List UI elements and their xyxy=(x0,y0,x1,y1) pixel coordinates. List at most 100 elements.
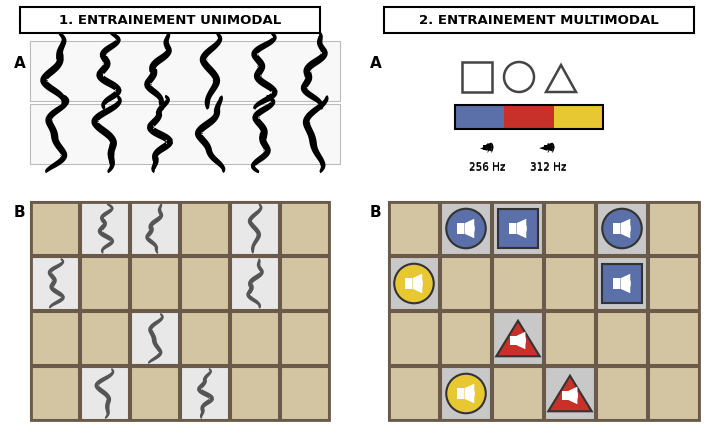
Bar xyxy=(649,258,699,310)
Text: 256 Hz: 256 Hz xyxy=(469,162,506,172)
Bar xyxy=(389,202,699,420)
Bar xyxy=(389,312,439,365)
Polygon shape xyxy=(620,219,630,239)
Text: 256 Hz: 256 Hz xyxy=(469,162,506,173)
Text: B: B xyxy=(370,205,382,219)
Text: 312 Hz: 312 Hz xyxy=(530,162,566,172)
Bar xyxy=(181,367,229,420)
Bar xyxy=(389,258,439,310)
Polygon shape xyxy=(246,258,264,309)
Polygon shape xyxy=(546,66,576,93)
Polygon shape xyxy=(200,33,222,110)
Polygon shape xyxy=(248,204,263,254)
Bar xyxy=(81,258,129,310)
Bar xyxy=(441,367,491,420)
Bar xyxy=(30,42,340,102)
Bar xyxy=(31,367,79,420)
Bar xyxy=(81,312,129,365)
Bar xyxy=(131,367,179,420)
Bar xyxy=(562,391,569,400)
Bar xyxy=(649,312,699,365)
Bar xyxy=(30,105,340,165)
Bar xyxy=(231,367,279,420)
Bar xyxy=(545,258,595,310)
Polygon shape xyxy=(91,95,122,174)
Polygon shape xyxy=(547,143,552,152)
Bar xyxy=(649,367,699,420)
Bar xyxy=(31,202,329,420)
Bar xyxy=(281,202,329,255)
Bar xyxy=(545,312,595,365)
Bar xyxy=(457,389,464,399)
Circle shape xyxy=(394,264,434,304)
Polygon shape xyxy=(45,95,69,174)
Bar xyxy=(231,312,279,365)
Polygon shape xyxy=(148,313,164,364)
Bar xyxy=(281,312,329,365)
Bar xyxy=(482,145,486,150)
Bar xyxy=(131,258,179,310)
Text: A: A xyxy=(14,56,25,71)
Bar xyxy=(389,367,439,420)
Bar xyxy=(31,202,79,255)
Polygon shape xyxy=(569,387,578,404)
Bar xyxy=(493,258,543,310)
Polygon shape xyxy=(144,33,172,111)
Bar xyxy=(603,264,641,304)
Text: ◄)): ◄)) xyxy=(539,143,556,153)
Polygon shape xyxy=(95,368,115,419)
Polygon shape xyxy=(251,33,278,110)
Polygon shape xyxy=(147,95,173,174)
Polygon shape xyxy=(464,219,474,239)
Polygon shape xyxy=(464,384,474,403)
Bar xyxy=(31,258,79,310)
Polygon shape xyxy=(301,33,328,110)
Polygon shape xyxy=(517,332,525,350)
Text: ◄)): ◄)) xyxy=(479,143,494,153)
Bar xyxy=(493,202,543,255)
Polygon shape xyxy=(195,96,225,173)
Bar xyxy=(31,312,79,365)
Text: 2. ENTRAINEMENT MULTIMODAL: 2. ENTRAINEMENT MULTIMODAL xyxy=(419,14,659,28)
Bar xyxy=(504,106,554,130)
Bar xyxy=(493,312,543,365)
Bar xyxy=(509,224,517,234)
Text: 1. ENTRAINEMENT UNIMODAL: 1. ENTRAINEMENT UNIMODAL xyxy=(59,14,281,28)
Polygon shape xyxy=(303,96,329,174)
Bar xyxy=(81,367,129,420)
Circle shape xyxy=(504,63,534,93)
Bar xyxy=(231,258,279,310)
Bar xyxy=(498,209,538,249)
Bar xyxy=(181,202,229,255)
Bar xyxy=(455,106,504,130)
Bar xyxy=(389,202,439,255)
Bar xyxy=(231,202,279,255)
Bar xyxy=(545,367,595,420)
Bar xyxy=(455,106,603,130)
Polygon shape xyxy=(251,95,275,174)
Polygon shape xyxy=(496,321,539,357)
Polygon shape xyxy=(548,376,592,411)
Bar xyxy=(281,258,329,310)
Bar xyxy=(510,336,517,346)
Polygon shape xyxy=(197,368,214,419)
Bar xyxy=(597,202,647,255)
Bar xyxy=(597,367,647,420)
Circle shape xyxy=(446,209,486,249)
Polygon shape xyxy=(98,204,114,254)
Bar xyxy=(131,202,179,255)
Bar xyxy=(462,63,492,93)
Bar xyxy=(554,106,603,130)
Bar xyxy=(597,312,647,365)
Bar xyxy=(441,202,491,255)
Bar xyxy=(613,224,620,234)
Text: A: A xyxy=(370,56,382,71)
Bar xyxy=(405,279,413,289)
Bar xyxy=(441,312,491,365)
Polygon shape xyxy=(486,143,491,152)
Bar xyxy=(181,258,229,310)
Bar xyxy=(613,279,620,289)
Bar xyxy=(384,8,694,34)
Bar xyxy=(81,202,129,255)
Bar xyxy=(457,224,464,234)
